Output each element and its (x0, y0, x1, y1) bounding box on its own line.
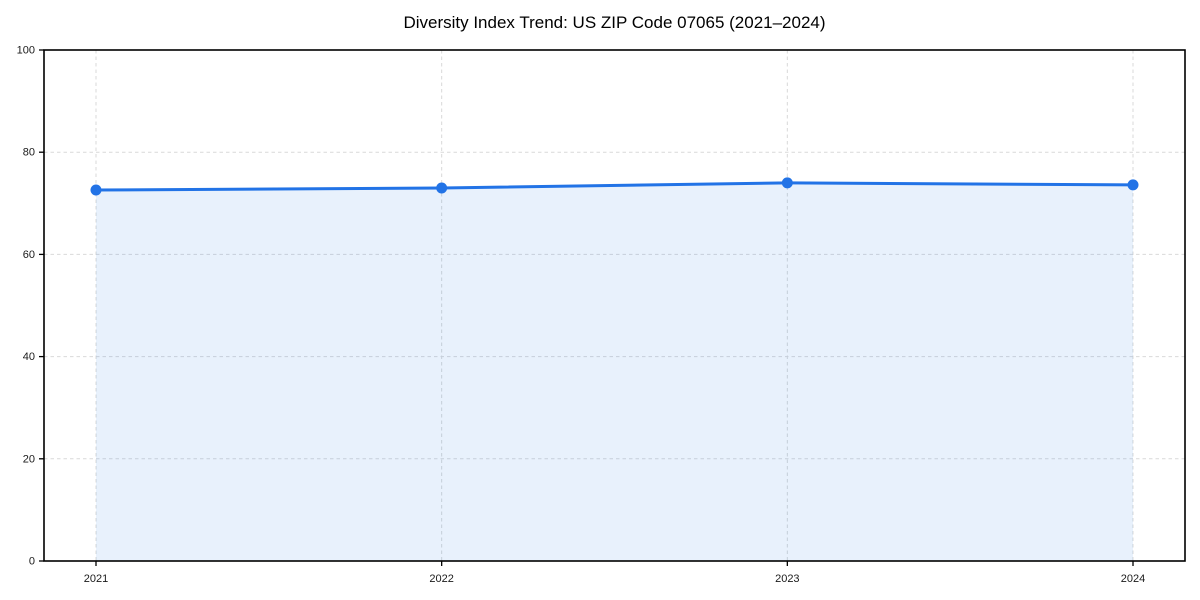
plot-frame (43, 49, 1186, 562)
data-points (90, 177, 1139, 196)
x-tick-label: 2023 (775, 573, 799, 585)
trend-line (94, 181, 1135, 192)
chart-title: Diversity Index Trend: US ZIP Code 07065… (403, 13, 826, 32)
x-tick-label: 2021 (84, 573, 108, 585)
data-point-2022 (436, 182, 448, 194)
y-tick-label: 0 (29, 556, 35, 568)
area-fill (96, 182, 1133, 562)
y-tick-label: 20 (23, 453, 35, 465)
axis-ticks (39, 49, 1134, 566)
y-tick-label: 80 (23, 147, 35, 159)
x-tick-label: 2024 (1121, 573, 1145, 585)
tick-labels: 0 20 40 60 80 100 2021 2022 2023 2024 (17, 45, 1146, 586)
y-tick-label: 40 (23, 351, 35, 363)
y-tick-label: 60 (23, 249, 35, 261)
data-point-2023 (781, 177, 793, 189)
data-point-2021 (90, 184, 102, 196)
data-point-2024 (1127, 179, 1139, 191)
y-tick-label: 100 (17, 45, 35, 57)
x-tick-label: 2022 (429, 573, 453, 585)
gridlines (44, 50, 1185, 561)
